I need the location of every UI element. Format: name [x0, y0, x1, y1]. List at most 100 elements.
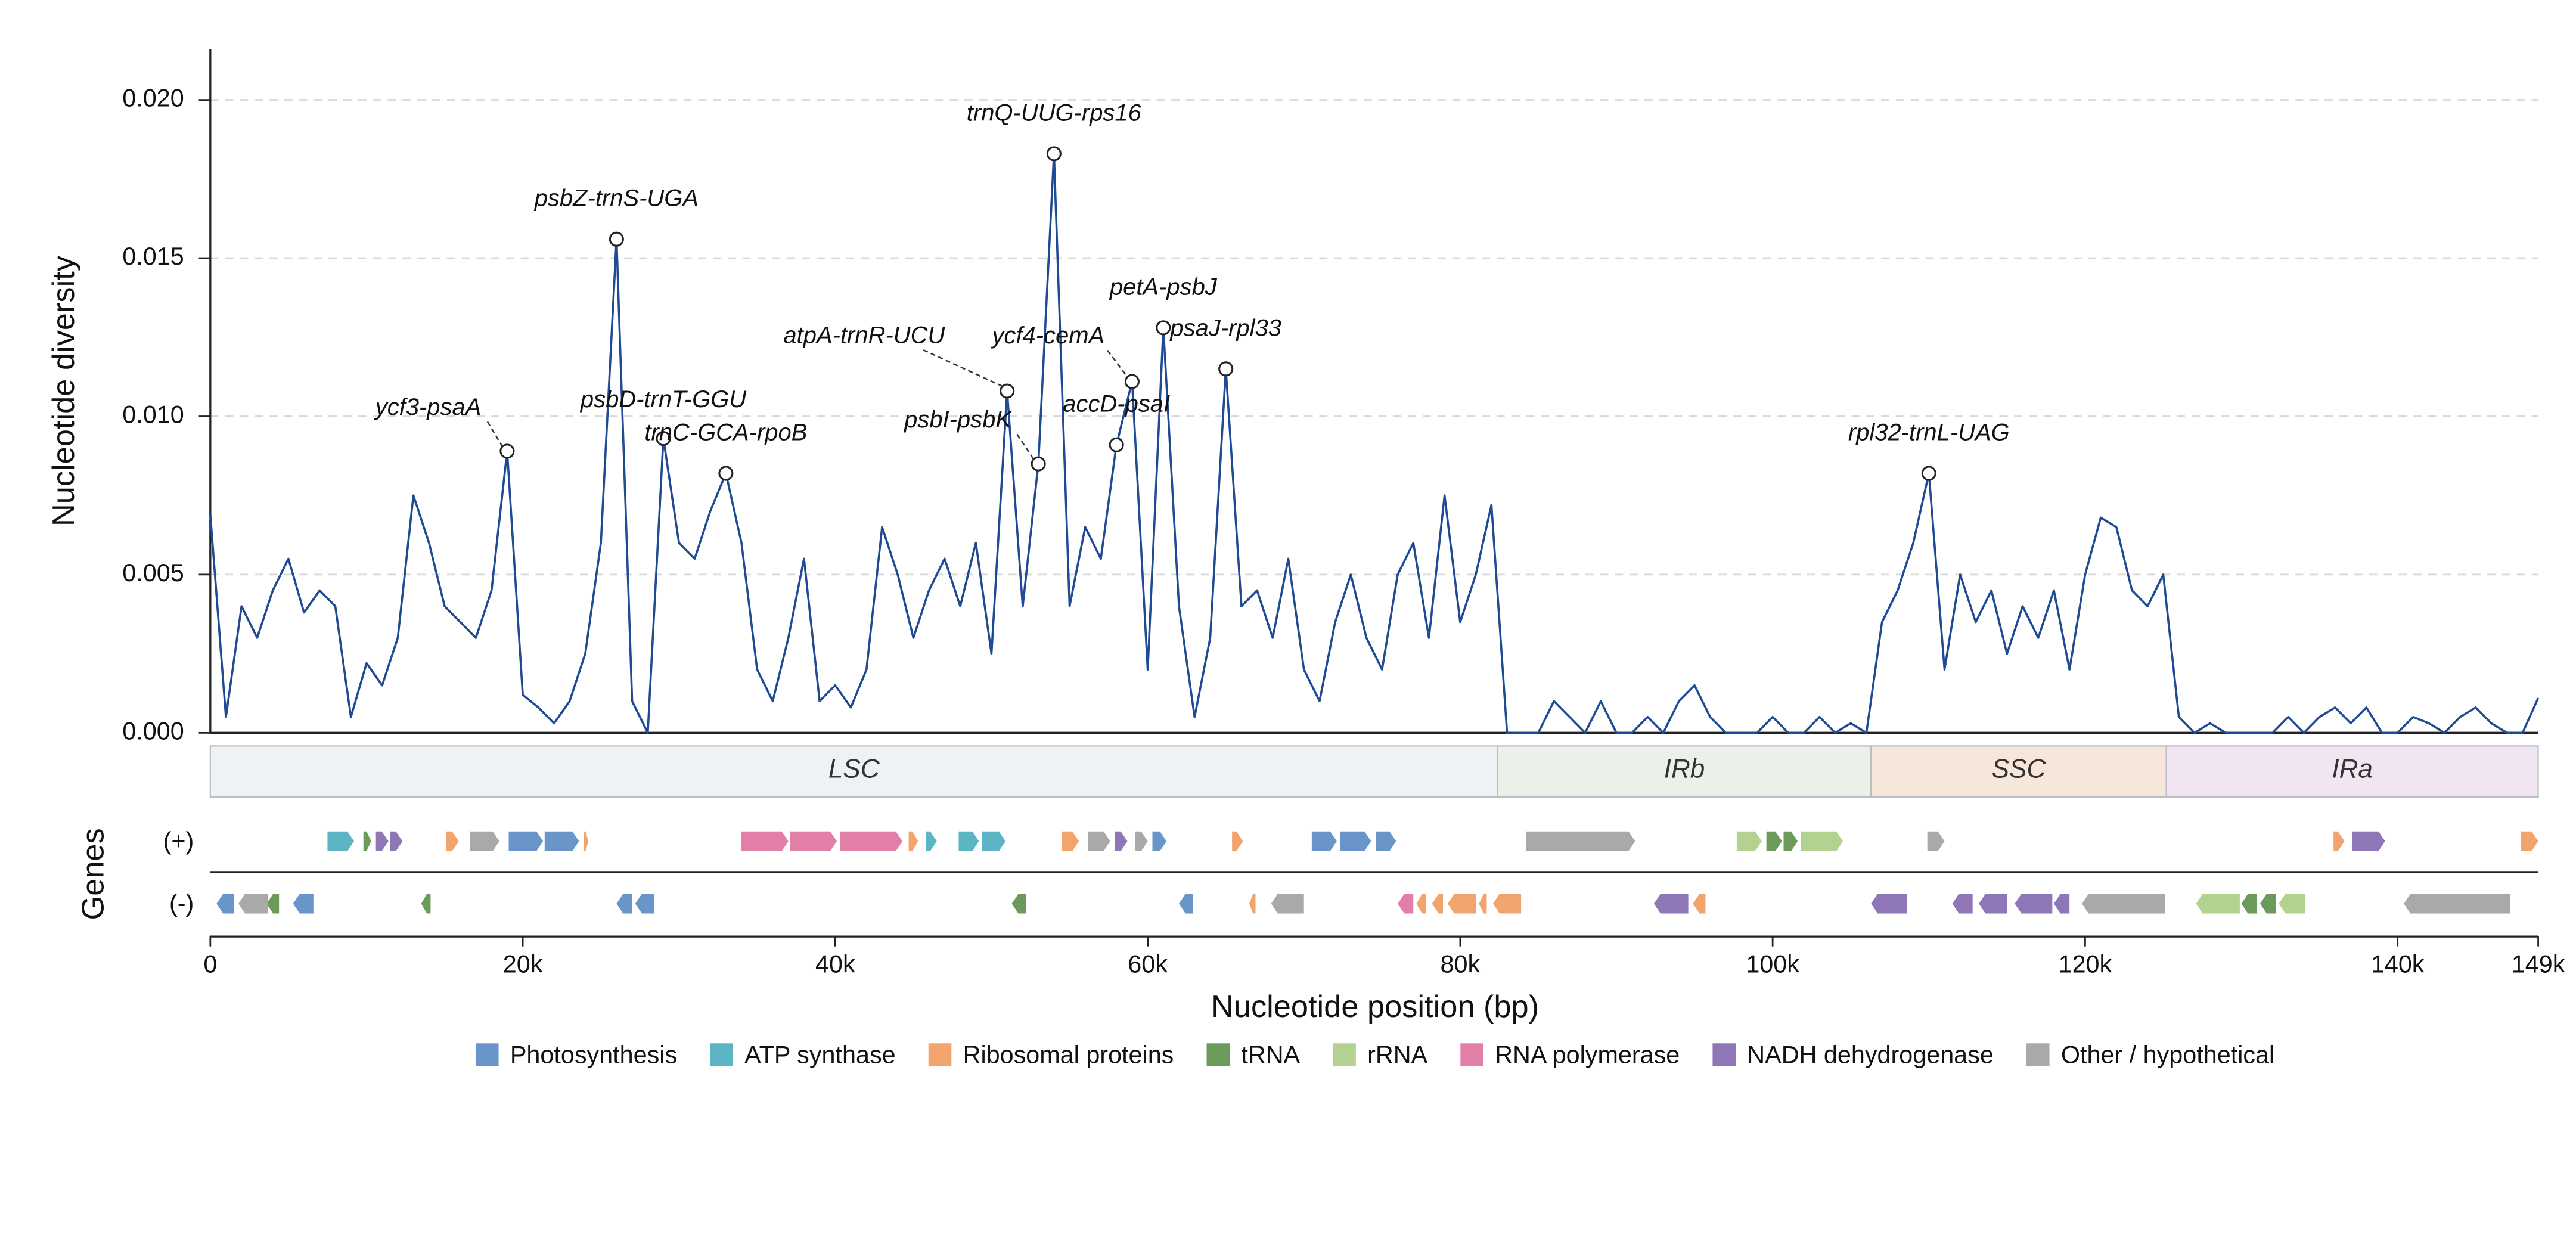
gene-minus	[635, 894, 654, 914]
gene-plus	[1152, 831, 1167, 851]
gene-plus	[982, 831, 1006, 851]
x-tick-label: 20k	[503, 951, 543, 978]
legend-label: tRNA	[1241, 1041, 1300, 1068]
y-tick-label: 0.005	[122, 559, 184, 587]
annotation-marker	[1046, 146, 1062, 162]
legend-swatch	[1206, 1043, 1230, 1066]
region-label: SSC	[1992, 754, 2047, 783]
gene-plus	[1736, 831, 1762, 851]
gene-plus	[1801, 831, 1843, 851]
region-band	[1870, 745, 2167, 798]
y-tick-label: 0.000	[122, 717, 184, 745]
gene-minus	[1271, 894, 1304, 914]
gene-plus	[1311, 831, 1337, 851]
gene-plus	[375, 831, 389, 851]
region-band	[2165, 745, 2539, 798]
gene-plus	[2352, 831, 2385, 851]
gene-plus	[2333, 831, 2345, 851]
annotation-marker	[1124, 374, 1140, 389]
annotation-marker	[1218, 361, 1234, 377]
gene-minus	[2053, 894, 2070, 914]
annotation-marker	[656, 431, 671, 446]
x-tick-label: 80k	[1441, 951, 1481, 978]
annotation-label: psaJ-rpl33	[1169, 315, 1281, 341]
gene-minus	[1398, 894, 1414, 914]
gene-plus	[446, 831, 459, 851]
x-tick-label: 100k	[1746, 951, 1799, 978]
legend-label: ATP synthase	[744, 1041, 895, 1068]
gene-minus	[1447, 894, 1476, 914]
gene-minus	[2196, 894, 2240, 914]
gene-plus	[1525, 831, 1635, 851]
genes-label: Genes	[76, 828, 111, 920]
legend-label: NADH dehydrogenase	[1747, 1041, 1994, 1068]
annotation-leader	[1016, 433, 1034, 460]
gene-minus	[238, 894, 268, 914]
legend-label: Photosynthesis	[510, 1041, 677, 1068]
annotation-label: accD-psaI	[1063, 391, 1170, 417]
gene-plus	[1340, 831, 1371, 851]
gene-minus	[216, 894, 234, 914]
gene-minus	[1479, 894, 1487, 914]
x-axis-label: Nucleotide position (bp)	[1211, 990, 1539, 1024]
annotation-label: rpl32-trnL-UAG	[1848, 419, 2010, 445]
annotation-marker	[1000, 383, 1015, 399]
gene-plus	[741, 831, 789, 851]
gene-minus	[1693, 894, 1706, 914]
legend-swatch	[1712, 1043, 1736, 1066]
annotation-marker	[1921, 466, 1936, 481]
gene-minus	[1979, 894, 2007, 914]
gene-plus	[1766, 831, 1782, 851]
gene-plus	[1927, 831, 1945, 851]
annotation-label: petA-psbJ	[1109, 274, 1218, 300]
annotation-marker	[1031, 456, 1046, 472]
gene-plus	[1376, 831, 1396, 851]
y-tick-label: 0.015	[122, 243, 184, 270]
annotation-label: psbD-trnT-GGU	[580, 386, 747, 413]
gene-minus	[421, 894, 431, 914]
gene-plus	[327, 831, 354, 851]
gene-minus	[1179, 894, 1193, 914]
gene-minus	[266, 894, 280, 914]
gene-minus	[1871, 894, 1907, 914]
x-tick-label: 140k	[2371, 951, 2425, 978]
gene-minus	[2082, 894, 2165, 914]
legend-swatch	[1460, 1043, 1483, 1066]
gene-minus	[1249, 894, 1256, 914]
gene-minus	[1416, 894, 1426, 914]
gene-minus	[616, 894, 632, 914]
legend-label: Other / hypothetical	[2061, 1041, 2274, 1068]
annotation-leader	[923, 349, 1003, 387]
annotation-marker	[499, 443, 515, 459]
annotation-label: atpA-trnR-UCU	[783, 322, 945, 349]
legend-swatch	[2026, 1043, 2050, 1066]
y-tick-label: 0.010	[122, 401, 184, 428]
minus-strand-label: (-)	[169, 890, 194, 917]
annotation-label: ycf3-psaA	[374, 394, 482, 420]
gene-plus	[908, 831, 918, 851]
gene-plus	[544, 831, 579, 851]
annotation-marker	[1156, 320, 1171, 336]
y-axis-label: Nucleotide diversity	[46, 255, 81, 526]
gene-plus	[390, 831, 403, 851]
region-label: LSC	[828, 754, 880, 783]
gene-plus	[1783, 831, 1798, 851]
gene-plus	[790, 831, 837, 851]
gene-minus	[1011, 894, 1026, 914]
x-tick-label: 149k	[2512, 951, 2565, 978]
x-tick-label: 60k	[1128, 951, 1168, 978]
gene-plus	[1135, 831, 1148, 851]
annotation-marker	[1109, 437, 1124, 452]
gene-plus	[469, 831, 499, 851]
legend-swatch	[710, 1043, 733, 1066]
gene-minus	[1432, 894, 1444, 914]
annotation-label: trnQ-UUG-rps16	[967, 100, 1142, 126]
region-label: IRa	[2332, 754, 2373, 783]
region-band	[209, 745, 1498, 798]
gene-plus	[2521, 831, 2538, 851]
annotation-leader	[1107, 349, 1128, 377]
gene-plus	[508, 831, 544, 851]
annotation-marker	[609, 231, 624, 247]
